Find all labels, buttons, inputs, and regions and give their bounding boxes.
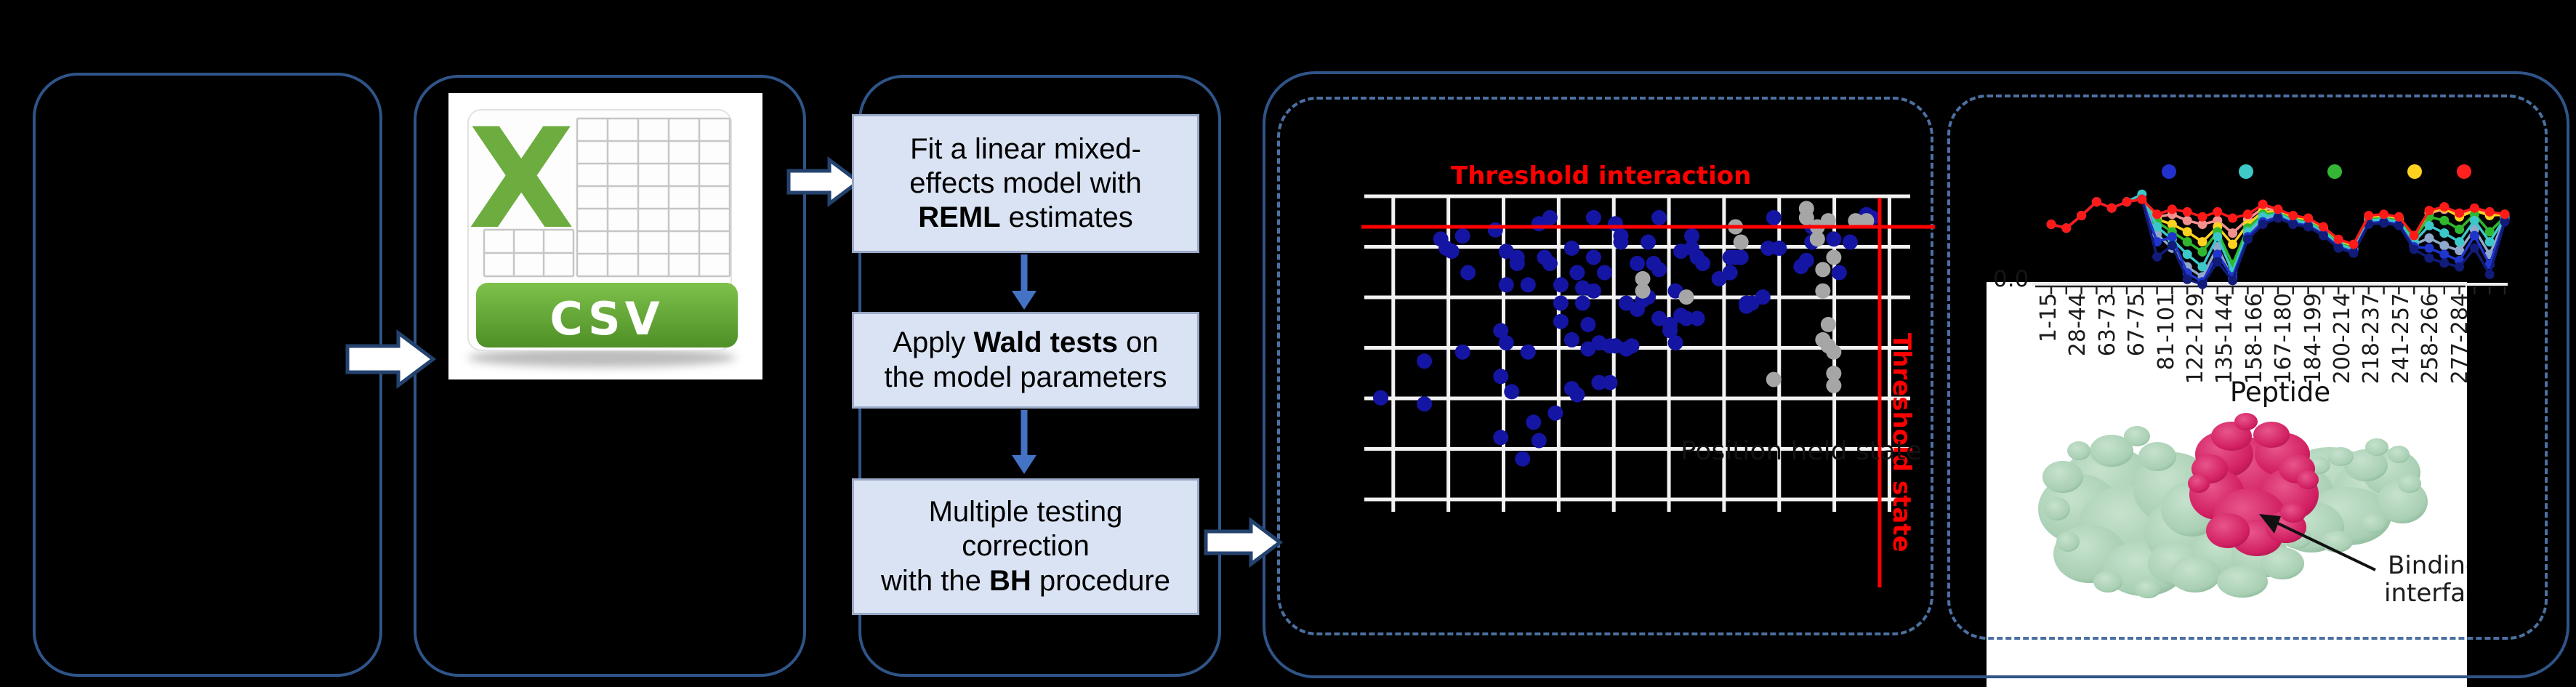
protein-surface-green bbox=[2038, 426, 2428, 598]
csv-file-icon: X CSV bbox=[448, 93, 762, 379]
peptide-tick-label: 241-257 bbox=[2388, 293, 2414, 385]
panel-csv-file bbox=[414, 75, 806, 677]
panel-visualization-dashed bbox=[1947, 95, 2548, 640]
peptide-axis-title: Peptide bbox=[2229, 377, 2331, 408]
workflow-step-text-line: with the BH procedure bbox=[881, 564, 1170, 597]
binding-interface-label-line2: interface bbox=[2384, 579, 2467, 608]
scatter-points-significant bbox=[1373, 206, 1880, 467]
peptide-tick-label: 277-284 bbox=[2447, 293, 2473, 385]
workflow-step-text-line: effects model with bbox=[909, 166, 1142, 199]
flow-arrow-1 bbox=[345, 329, 437, 389]
peptide-tick-label: 258-266 bbox=[2418, 293, 2444, 385]
peptide-tick-label: 67-75 bbox=[2124, 293, 2150, 357]
panel-scatter-dashed bbox=[1277, 97, 1933, 635]
peptide-tick-label: 63-73 bbox=[2094, 293, 2120, 357]
workflow-step-text-line: correction bbox=[962, 530, 1090, 563]
workflow-step-text-line: Fit a linear mixed- bbox=[910, 132, 1141, 165]
scatter-faint-axis-text: Position held state bbox=[1681, 436, 1923, 466]
scatter-points-nonsignificant bbox=[1635, 201, 1875, 393]
peptide-tick-label: 28-44 bbox=[2065, 293, 2091, 357]
protein-structure-image bbox=[2038, 413, 2428, 598]
workflow-step-text-line: Multiple testing bbox=[928, 496, 1123, 529]
flow-arrow-2 bbox=[786, 156, 862, 207]
uptake-series-red bbox=[2046, 194, 2510, 249]
workflow-step-text-line: Apply Wald tests on bbox=[893, 326, 1159, 359]
flow-arrow-3 bbox=[1204, 517, 1284, 568]
threshold-state-label: Threshold state bbox=[1887, 333, 1916, 553]
workflow-step-fit-lmm: Fit a linear mixed-effects model with REM… bbox=[852, 114, 1199, 253]
workflow-step-text-line: the model parameters bbox=[884, 361, 1167, 393]
threshold-interaction-label: Threshold interaction bbox=[1451, 161, 1752, 190]
down-arrow-icon bbox=[1012, 410, 1037, 474]
down-arrow-icon bbox=[1012, 254, 1037, 310]
panel-results-container bbox=[1263, 71, 2569, 678]
binding-interface-region bbox=[2188, 413, 2319, 556]
peptide-tick-label: 1-15 bbox=[2036, 293, 2061, 343]
workflow-step-wald-tests: Apply Wald tests on the model parameters bbox=[852, 312, 1199, 409]
peptide-tick-label: 218-237 bbox=[2359, 293, 2385, 385]
excel-x-logo: X bbox=[468, 99, 575, 260]
threshold-scatter-plot bbox=[1361, 194, 1935, 587]
peptide-tick-label: 81-101 bbox=[2153, 293, 2179, 371]
workflow-step-text-line: REML estimates bbox=[918, 201, 1133, 234]
csv-banner-label: CSV bbox=[550, 292, 664, 345]
panel-input-data bbox=[33, 73, 382, 677]
timepoint-legend-dots bbox=[2162, 164, 2471, 179]
uptake-line-chart bbox=[2032, 164, 2510, 294]
binding-interface-label-line1: Binding bbox=[2388, 551, 2467, 580]
peptide-tick-label: 122-129 bbox=[2183, 293, 2208, 385]
workflow-step-bh-correction: Multiple testing correction with the BH pr… bbox=[852, 478, 1199, 615]
binding-interface-arrow bbox=[2259, 514, 2376, 571]
y-axis-zero-label: 0.0 bbox=[1993, 266, 2029, 292]
